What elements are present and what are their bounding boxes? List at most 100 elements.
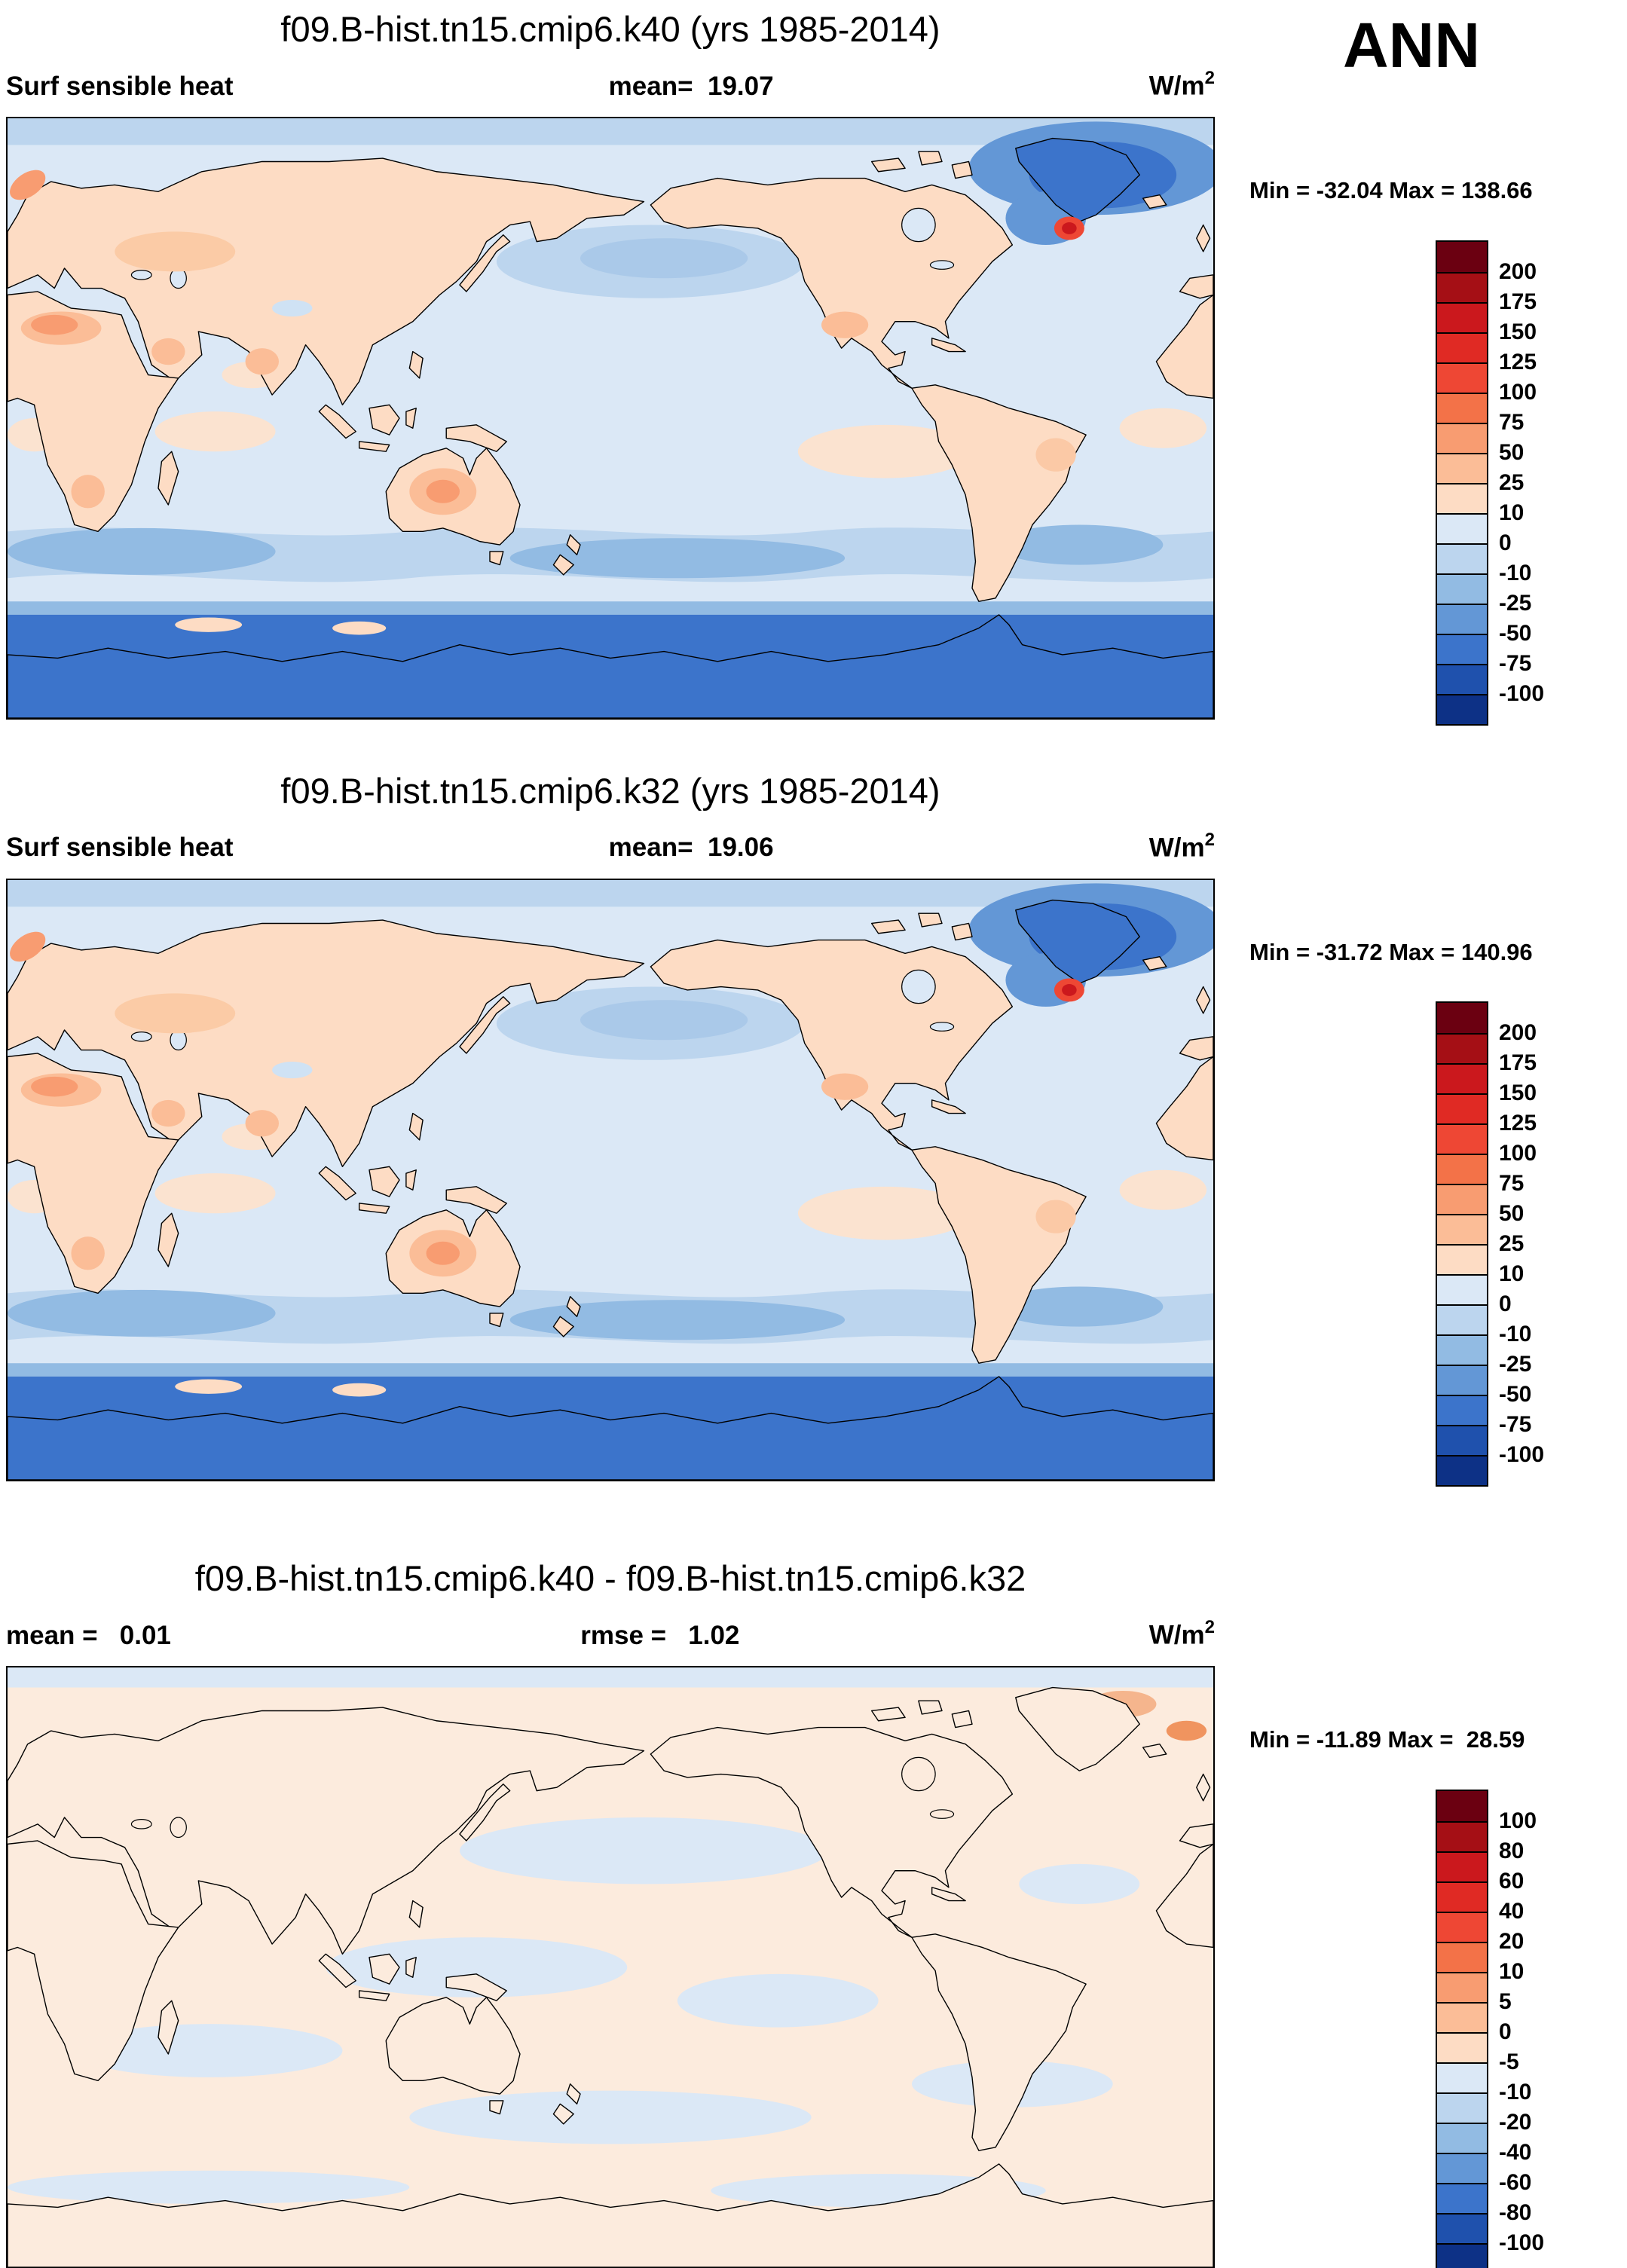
- colorbar-tick-label: -50: [1499, 620, 1532, 646]
- colorbar-tick-label: 10: [1499, 500, 1525, 525]
- panel-k40: f09.B-hist.tn15.cmip6.k40 (yrs 1985-2014…: [0, 0, 1627, 726]
- stats-row: Surf sensible heat mean= 19.07 W/m2: [6, 68, 1215, 102]
- colorbar-cell: [1437, 1851, 1487, 1881]
- colorbar-cell: [1437, 1184, 1487, 1215]
- colorbar-tick-label: -10: [1499, 2079, 1532, 2104]
- colorbar-tick-label: -5: [1499, 2049, 1519, 2074]
- colorbar-tick-label: 50: [1499, 1201, 1525, 1227]
- mean-label: mean= 19.06: [608, 833, 774, 863]
- colorbar-tick-label: 75: [1499, 1171, 1525, 1197]
- colorbar-cell: [1437, 1093, 1487, 1124]
- world-map-difference: [6, 1666, 1215, 2268]
- colorbar-tick-label: -75: [1499, 650, 1532, 676]
- variable-label: Surf sensible heat: [6, 71, 234, 101]
- colorbar-cell: [1437, 1395, 1487, 1426]
- minmax-label: Min = -11.89 Max = 28.59: [1249, 1726, 1525, 1753]
- colorbar-cell: [1437, 693, 1487, 724]
- colorbar-cell: [1437, 422, 1487, 453]
- colorbar-tick-label: 50: [1499, 439, 1525, 465]
- colorbar-cell: [1437, 2001, 1487, 2032]
- colorbar-cell: [1437, 1123, 1487, 1154]
- colorbar-cell: [1437, 2062, 1487, 2092]
- legend-column: Min = -31.72 Max = 140.96 200 175 150 125 10…: [1215, 879, 1627, 1487]
- colorbar-tick-label: 60: [1499, 1868, 1525, 1894]
- minmax-label: Min = -32.04 Max = 138.66: [1249, 176, 1533, 203]
- panel-title: f09.B-hist.tn15.cmip6.k40 (yrs 1985-2014…: [280, 9, 940, 49]
- colorbar-tick-label: 40: [1499, 1898, 1525, 1924]
- variable-label: Surf sensible heat: [6, 833, 234, 863]
- panel-title: f09.B-hist.tn15.cmip6.k40 - f09.B-hist.t…: [194, 1558, 1026, 1599]
- colorbar-cell: [1437, 1244, 1487, 1275]
- colorbar-tick-label: 80: [1499, 1838, 1525, 1863]
- panel-k32: f09.B-hist.tn15.cmip6.k32 (yrs 1985-2014…: [0, 726, 1627, 1487]
- colorbar-cell: [1437, 1881, 1487, 1912]
- colorbar-tick-label: 150: [1499, 1081, 1537, 1106]
- colorbar-cell: [1437, 1334, 1487, 1365]
- colorbar-tick-label: 25: [1499, 469, 1525, 495]
- colorbar-cell: [1437, 543, 1487, 573]
- colorbar-tick-label: 100: [1499, 1141, 1537, 1166]
- world-map-svg: [8, 879, 1213, 1480]
- colorbar-tick-label: 100: [1499, 1808, 1537, 1833]
- mean-label: mean = 0.01: [6, 1620, 171, 1650]
- rmse-label: rmse = 1.02: [580, 1620, 740, 1650]
- colorbar-tick-label: -25: [1499, 1352, 1532, 1377]
- colorbar-cell: [1437, 332, 1487, 362]
- colorbar-cell: [1437, 1455, 1487, 1486]
- world-map-svg: [8, 1667, 1213, 2268]
- season-label: ANN: [1343, 10, 1480, 81]
- colorbar-cell: [1437, 1063, 1487, 1094]
- colorbar-cell: [1437, 1971, 1487, 2002]
- colorbar-tick-label: 0: [1499, 530, 1512, 555]
- colorbar-cell: [1437, 1154, 1487, 1184]
- colorbar-cell: [1437, 633, 1487, 664]
- units-label: W/m2: [1148, 68, 1215, 101]
- colorbar-cell: [1437, 452, 1487, 483]
- colorbar-cell: [1437, 1365, 1487, 1395]
- colorbar-cell: [1437, 1790, 1487, 1821]
- colorbar-cell: [1437, 512, 1487, 543]
- colorbar-cell: [1437, 362, 1487, 393]
- colorbar-tick-label: 0: [1499, 2019, 1512, 2044]
- colorbar-tick-label: 20: [1499, 1928, 1525, 1954]
- colorbar-cell: [1437, 1033, 1487, 1064]
- colorbar-cell: [1437, 301, 1487, 332]
- colorbar-tick-label: 75: [1499, 409, 1525, 435]
- colorbar-cell: [1437, 271, 1487, 302]
- colorbar-cell: [1437, 1003, 1487, 1034]
- colorbar-tick-label: -10: [1499, 560, 1532, 585]
- colorbar-cell: [1437, 1274, 1487, 1305]
- colorbar-tick-label: 5: [1499, 1988, 1512, 2014]
- colorbar-tick-label: 10: [1499, 1261, 1525, 1287]
- colorbar-cell: [1437, 1941, 1487, 1972]
- colorbar-cell: [1437, 1820, 1487, 1851]
- colorbar-cell: [1437, 663, 1487, 694]
- colorbar: 100 80 60 40 20 10 5 0 -5 -10 -20 -40 -60 -80 -100: [1436, 1789, 1544, 2268]
- colorbar-tick-label: 175: [1499, 289, 1537, 314]
- colorbar-cell: [1437, 603, 1487, 634]
- world-map-k32: [6, 878, 1215, 1481]
- colorbar-cell: [1437, 2122, 1487, 2153]
- colorbar-tick-label: 200: [1499, 1020, 1537, 1046]
- colorbar-tick-label: 0: [1499, 1291, 1512, 1317]
- colorbar-cell: [1437, 1214, 1487, 1245]
- panel-difference: f09.B-hist.tn15.cmip6.k40 - f09.B-hist.t…: [0, 1487, 1627, 2268]
- world-map-k40: [6, 116, 1215, 720]
- colorbar-tick-label: 125: [1499, 1111, 1537, 1136]
- mean-label: mean= 19.07: [608, 71, 774, 101]
- colorbar-tick-label: -10: [1499, 1322, 1532, 1347]
- colorbar-tick-label: -100: [1499, 680, 1545, 706]
- colorbar-tick-label: 200: [1499, 258, 1537, 284]
- stats-row: mean = 0.01 rmse = 1.02 W/m2: [6, 1617, 1215, 1651]
- colorbar-cell: [1437, 573, 1487, 604]
- colorbar-cell: [1437, 2242, 1487, 2268]
- colorbar-cell: [1437, 2182, 1487, 2213]
- colorbar-tick-label: -25: [1499, 590, 1532, 616]
- colorbar-tick-label: 150: [1499, 319, 1537, 344]
- colorbar-tick-label: 125: [1499, 349, 1537, 374]
- colorbar-tick-label: 10: [1499, 1958, 1525, 1984]
- colorbar-tick-label: -100: [1499, 2230, 1545, 2255]
- colorbar-cell: [1437, 1304, 1487, 1335]
- colorbar-cell: [1437, 1425, 1487, 1456]
